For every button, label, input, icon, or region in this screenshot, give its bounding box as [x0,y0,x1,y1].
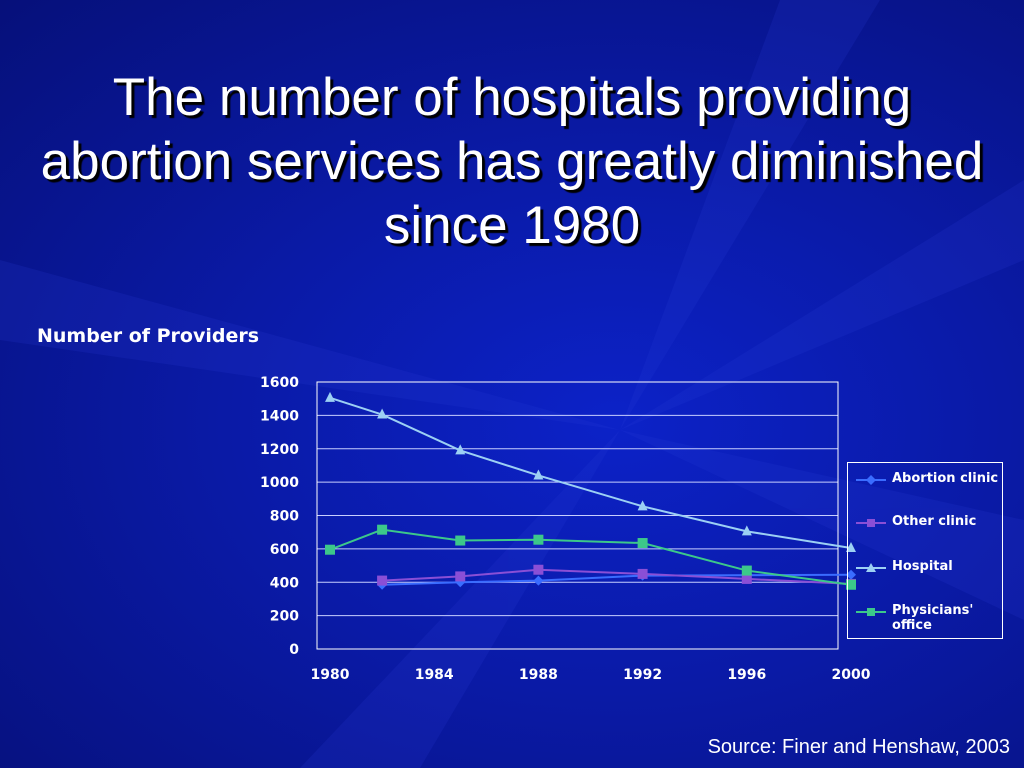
y-tick-label: 0 [289,642,299,658]
legend-key-other-clinic [856,519,886,527]
gridlines [317,414,838,617]
chart-legend: Abortion clinic Other clinic Hospital Ph… [847,462,1003,639]
legend-label-hospital: Hospital [892,559,953,574]
x-tick-label: 1996 [727,667,766,683]
x-tick-label: 1984 [415,667,454,683]
y-tick-label: 800 [270,509,299,525]
data-point-hospital [325,391,335,402]
legend-label-other-clinic: Other clinic [892,514,977,529]
y-tick-label: 1600 [260,375,299,391]
data-point-physicians-office [846,579,856,590]
data-point-other-clinic [637,568,648,579]
y-tick-label: 1000 [260,475,299,491]
data-point-physicians-office [637,538,648,549]
data-point-hospital [846,542,856,553]
data-point-abortion-clinic [846,569,856,580]
legend-key-abortion-clinic [856,475,886,485]
plot-area [316,381,839,650]
legend-key-physicians-office [856,608,886,616]
data-point-other-clinic [741,573,752,584]
data-point-hospital [741,525,752,536]
x-tick-label: 1980 [311,667,350,683]
legend-item-hospital: Hospital [856,559,1002,574]
data-point-physicians-office [377,524,388,535]
legend-label-physicians-office: Physicians' office [892,603,974,633]
data-point-abortion-clinic [533,575,544,586]
source-citation: Source: Finer and Henshaw, 2003 [707,736,1010,758]
data-point-other-clinic [533,564,544,575]
data-point-physicians-office [533,534,544,545]
data-point-hospital [637,500,648,511]
axes: 0 200 400 600 800 1000 1200 1400 1600 1980 1984 198… [260,375,871,683]
data-point-physicians-office [325,544,335,555]
legend-item-other-clinic: Other clinic [856,514,1002,529]
y-tick-label: 1400 [260,408,299,424]
data-point-hospital [533,469,544,480]
y-tick-label: 600 [270,542,299,558]
x-tick-label: 1988 [519,667,558,683]
series-line-hospital [329,396,852,550]
y-tick-label: 1200 [260,442,299,458]
series-line-other-clinic [382,568,852,585]
y-tick-label: 200 [270,609,299,625]
y-axis-label: Number of Providers [37,325,260,347]
legend-label-abortion-clinic: Abortion clinic [892,471,999,486]
data-point-other-clinic [377,575,388,586]
series-lines [325,391,856,590]
x-tick-label: 2000 [832,667,871,683]
data-point-other-clinic [455,571,466,582]
y-tick-label: 400 [270,575,299,591]
legend-item-abortion-clinic: Abortion clinic [856,471,1002,486]
legend-key-hospital [856,563,886,572]
data-point-physicians-office [741,565,752,576]
data-point-hospital [455,444,466,455]
data-point-hospital [377,408,388,419]
x-tick-label: 1992 [623,667,662,683]
legend-item-physicians-office: Physicians' office [856,603,1002,633]
data-point-physicians-office [455,535,466,546]
slide-title: The number of hospitals providing aborti… [40,68,984,255]
series-line-physicians-office [329,528,852,586]
